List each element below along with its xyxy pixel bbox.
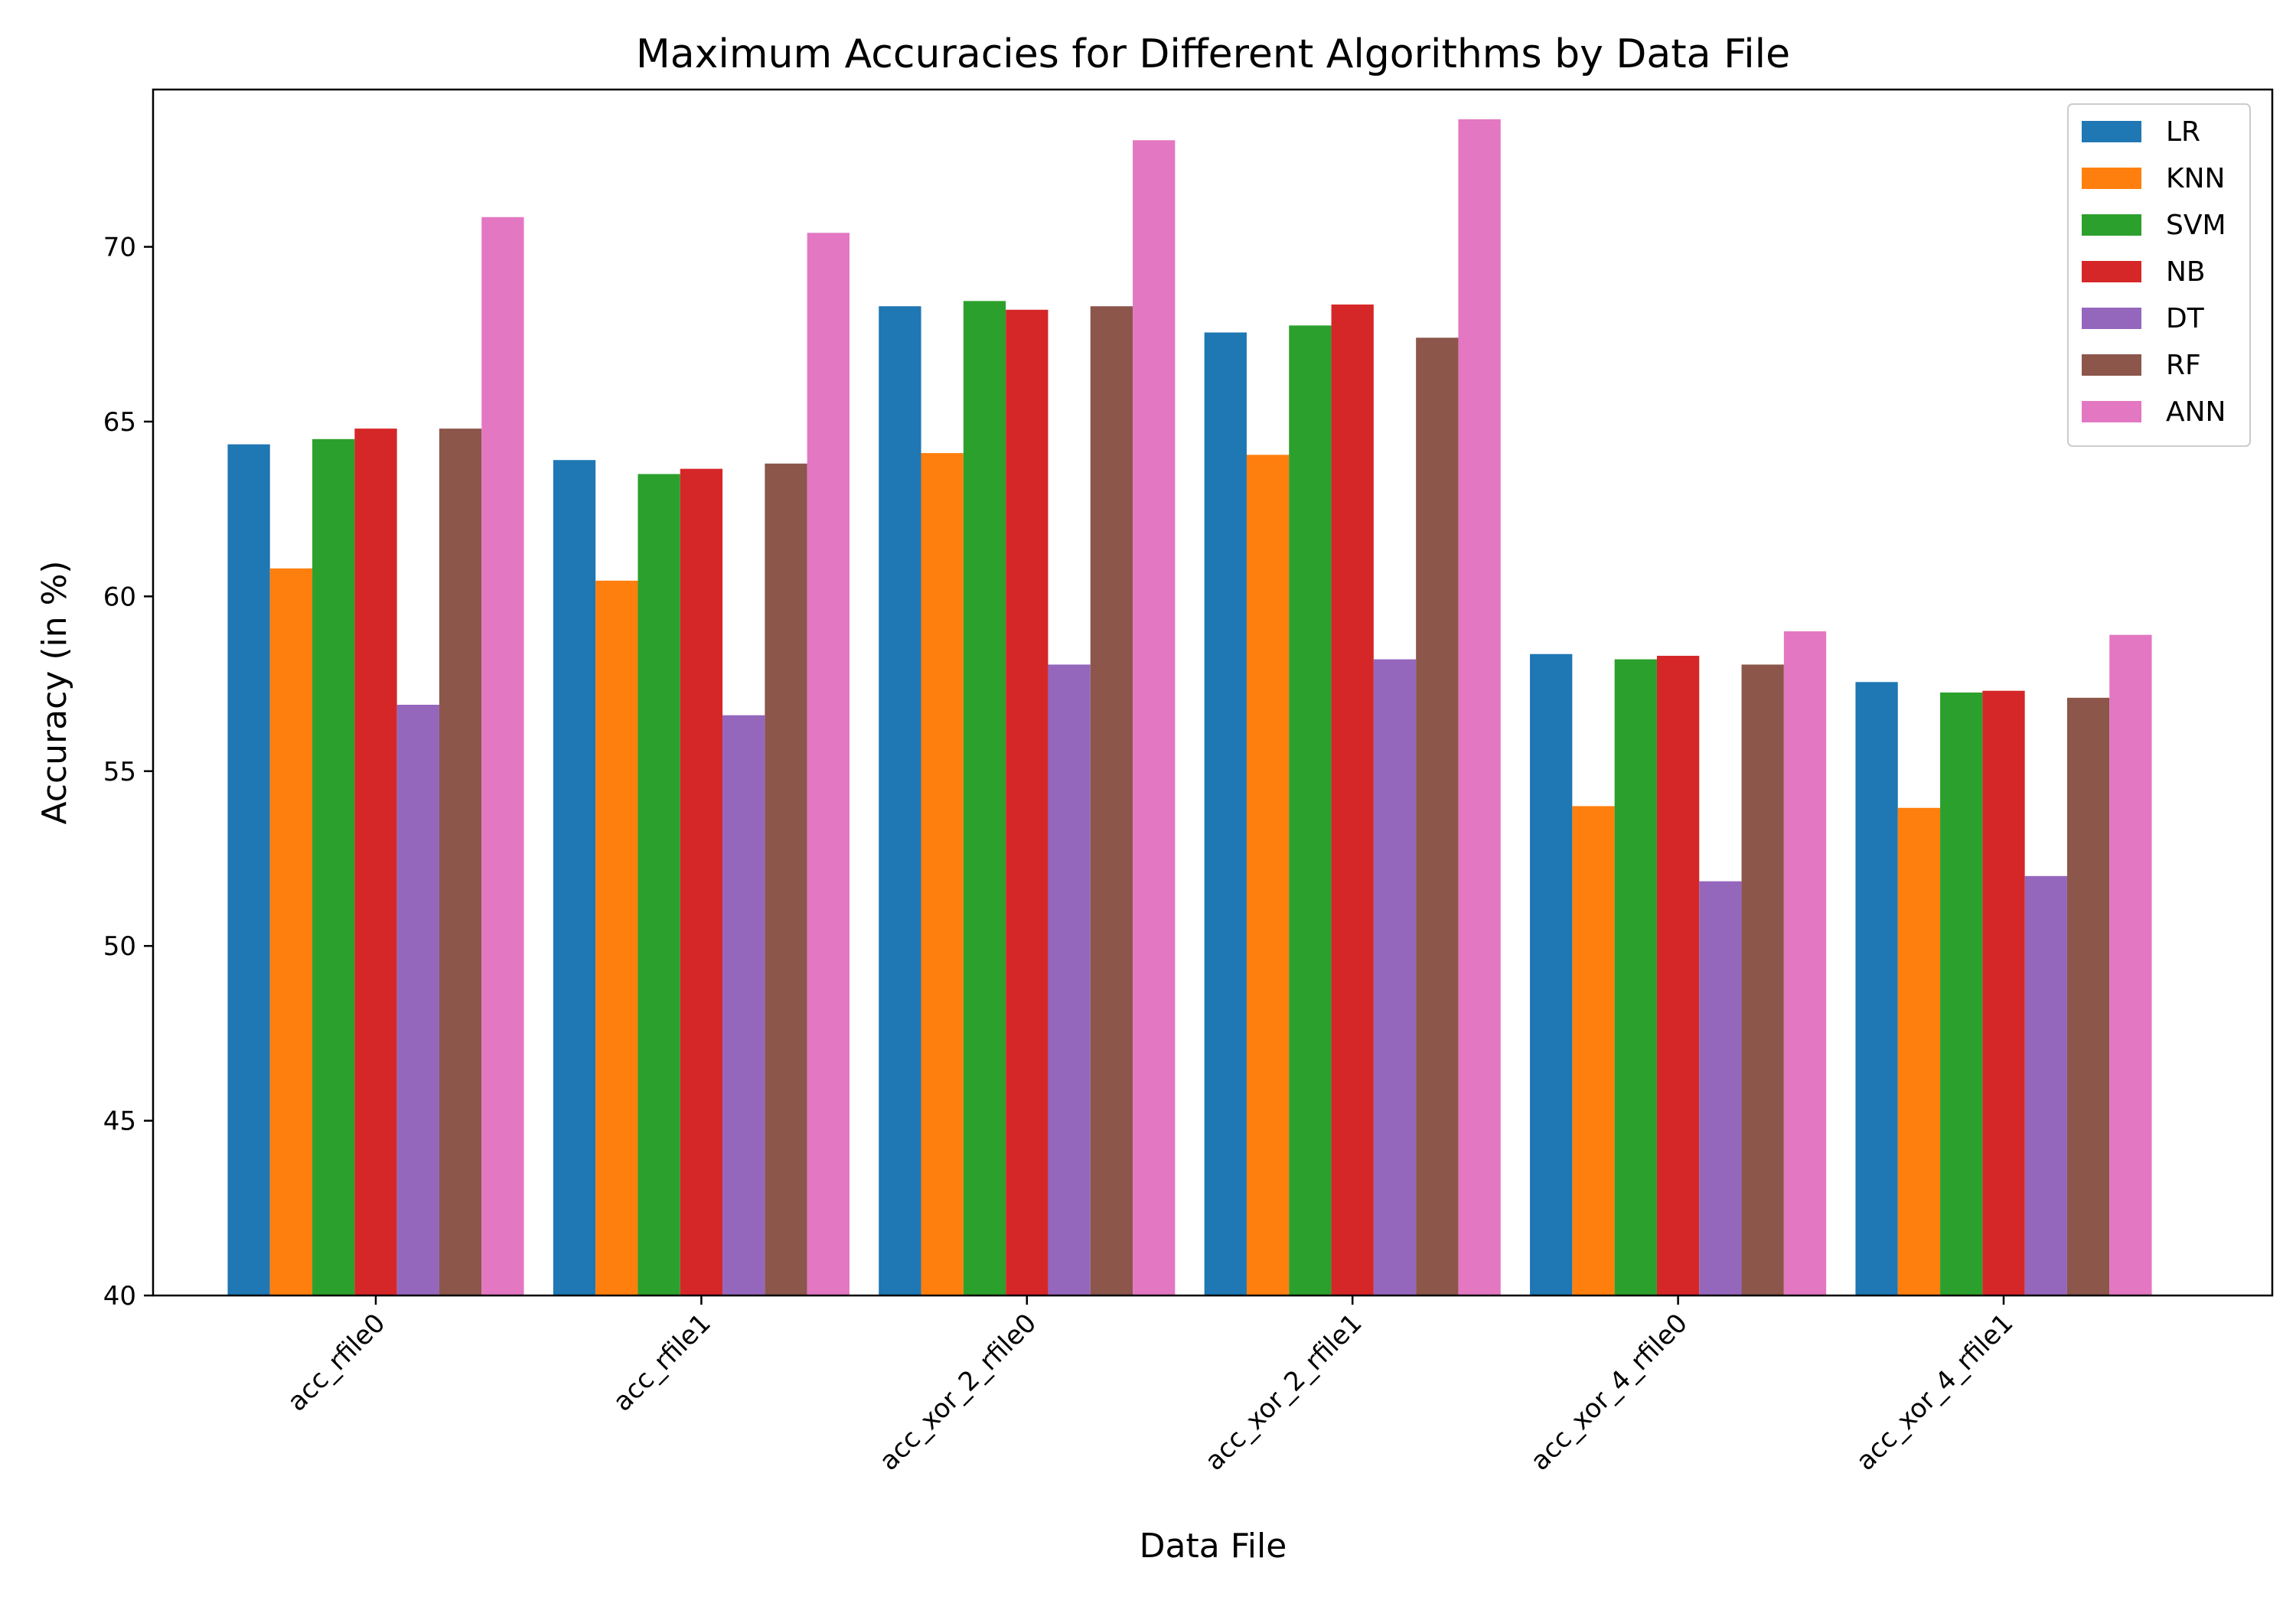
chart-title: Maximum Accuracies for Different Algorit… — [636, 31, 1790, 77]
bar-dt-acc_rfile1 — [722, 715, 765, 1295]
bar-knn-acc_xor_4_rfile1 — [1897, 807, 1941, 1295]
legend-swatch-lr — [2082, 121, 2141, 142]
bar-rf-acc_xor_4_rfile0 — [1741, 664, 1784, 1295]
y-axis-label: Accuracy (in %) — [35, 560, 74, 824]
x-tick-label: acc_xor_2_rfile1 — [1199, 1308, 1368, 1477]
bar-dt-acc_xor_2_rfile1 — [1373, 659, 1417, 1295]
bar-lr-acc_xor_2_rfile0 — [879, 306, 921, 1296]
legend-label-knn: KNN — [2166, 163, 2225, 194]
bars-layer — [227, 119, 2152, 1296]
bar-svm-acc_rfile1 — [638, 474, 680, 1295]
y-tick-label: 40 — [103, 1281, 136, 1312]
bar-dt-acc_xor_4_rfile1 — [2024, 875, 2067, 1295]
bar-ann-acc_xor_2_rfile1 — [1458, 119, 1501, 1296]
legend-swatch-rf — [2082, 354, 2141, 376]
x-tick-label: acc_rfile0 — [282, 1308, 391, 1417]
bar-nb-acc_xor_2_rfile0 — [1006, 309, 1049, 1295]
legend-label-svm: SVM — [2166, 210, 2226, 241]
bar-dt-acc_xor_4_rfile0 — [1699, 881, 1742, 1295]
bar-lr-acc_rfile0 — [227, 444, 270, 1296]
bar-ann-acc_xor_4_rfile0 — [1783, 631, 1827, 1295]
bar-dt-acc_rfile0 — [396, 704, 439, 1295]
bar-ann-acc_rfile1 — [807, 233, 850, 1295]
bar-lr-acc_xor_4_rfile1 — [1855, 682, 1898, 1295]
bar-nb-acc_xor_4_rfile0 — [1656, 656, 1700, 1295]
y-tick-label: 65 — [103, 407, 136, 438]
y-tick-label: 55 — [103, 757, 136, 787]
bar-dt-acc_xor_2_rfile0 — [1048, 664, 1091, 1295]
bar-svm-acc_rfile0 — [312, 438, 355, 1295]
bar-lr-acc_xor_4_rfile0 — [1530, 653, 1573, 1295]
bar-svm-acc_xor_2_rfile1 — [1289, 325, 1332, 1296]
bar-lr-acc_rfile1 — [553, 460, 596, 1295]
bar-rf-acc_rfile1 — [765, 463, 807, 1295]
bar-rf-acc_xor_4_rfile1 — [2066, 697, 2110, 1295]
y-tick-label: 70 — [103, 233, 136, 263]
x-axis: acc_rfile0 acc_rfile1 acc_xor_2_rfile0 acc_… — [282, 1295, 2019, 1477]
y-tick-label: 60 — [103, 582, 136, 612]
bar-svm-acc_xor_4_rfile1 — [1940, 693, 1983, 1295]
bar-knn-acc_rfile0 — [269, 568, 313, 1295]
x-tick-label: acc_xor_4_rfile0 — [1525, 1308, 1694, 1477]
bar-ann-acc_xor_4_rfile1 — [2109, 634, 2152, 1295]
legend-swatch-svm — [2082, 214, 2141, 236]
x-axis-label: Data File — [1140, 1527, 1287, 1566]
plot-frame — [152, 88, 2274, 1297]
legend-swatch-dt — [2082, 308, 2141, 329]
bar-svm-acc_xor_2_rfile0 — [963, 301, 1006, 1295]
x-tick-label: acc_rfile1 — [607, 1308, 716, 1417]
bar-knn-acc_xor_4_rfile0 — [1572, 806, 1615, 1295]
bar-rf-acc_xor_2_rfile1 — [1416, 337, 1459, 1296]
legend-label-dt: DT — [2166, 303, 2205, 334]
bar-knn-acc_xor_2_rfile1 — [1246, 455, 1290, 1295]
bar-knn-acc_xor_2_rfile0 — [921, 453, 964, 1295]
legend-swatch-nb — [2082, 261, 2141, 282]
bar-nb-acc_xor_4_rfile1 — [1982, 690, 2025, 1295]
legend-label-rf: RF — [2166, 350, 2201, 381]
bar-nb-acc_rfile0 — [354, 429, 397, 1295]
bar-ann-acc_rfile0 — [481, 217, 524, 1295]
bar-svm-acc_xor_4_rfile0 — [1614, 659, 1657, 1295]
bar-rf-acc_rfile0 — [439, 429, 482, 1295]
bar-ann-acc_xor_2_rfile0 — [1133, 140, 1176, 1296]
y-tick-label: 45 — [103, 1106, 136, 1137]
bar-nb-acc_rfile1 — [680, 468, 723, 1295]
legend-label-ann: ANN — [2166, 396, 2226, 428]
legend-swatch-knn — [2082, 168, 2141, 189]
legend-label-nb: NB — [2166, 256, 2206, 288]
x-tick-label: acc_xor_2_rfile0 — [873, 1308, 1042, 1477]
bar-knn-acc_rfile1 — [595, 580, 638, 1295]
bar-rf-acc_xor_2_rfile0 — [1090, 306, 1133, 1296]
y-tick-label: 50 — [103, 931, 136, 962]
legend-label-lr: LR — [2166, 116, 2200, 148]
legend-swatch-ann — [2082, 401, 2141, 422]
bar-lr-acc_xor_2_rfile1 — [1204, 332, 1247, 1296]
x-tick-label: acc_xor_4_rfile1 — [1851, 1308, 2020, 1477]
legend: LR KNN SVM NB DT RF ANN — [2067, 103, 2251, 447]
y-axis: 40 45 50 55 60 65 70 — [103, 233, 153, 1312]
bar-nb-acc_xor_2_rfile1 — [1331, 304, 1374, 1296]
